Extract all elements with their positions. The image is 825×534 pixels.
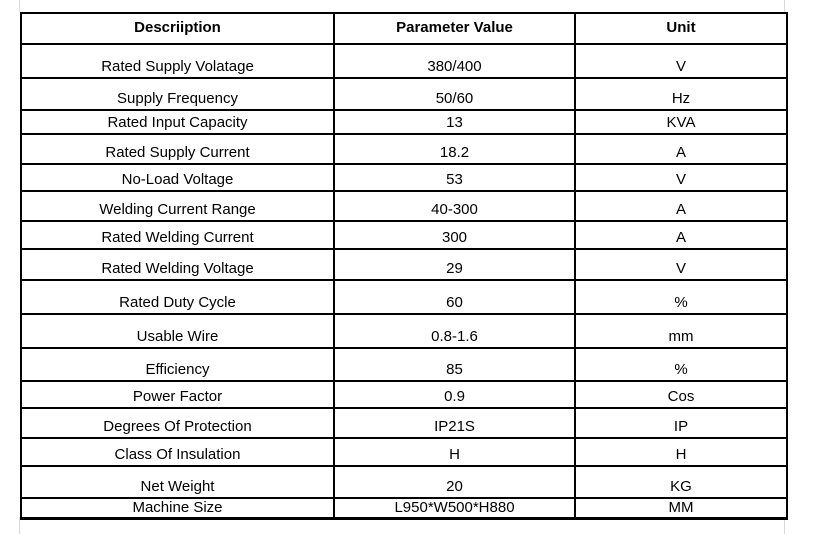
table-row: Degrees Of Protection IP21S IP <box>20 407 788 439</box>
parameter-value-cell: IP21S <box>333 407 576 439</box>
gridline-segment-top-left <box>19 0 20 12</box>
parameter-value-cell: 0.9 <box>333 380 576 409</box>
description-cell: Net Weight <box>20 465 335 499</box>
unit-cell: KG <box>574 465 788 499</box>
description-cell: Rated Input Capacity <box>20 109 335 135</box>
table-row: Efficiency 85% <box>20 347 788 382</box>
parameter-value-cell: 18.2 <box>333 133 576 165</box>
table-row: Welding Current Range 40-300 A <box>20 190 788 222</box>
description-cell: Efficiency <box>20 347 335 382</box>
unit-cell: % <box>574 279 788 315</box>
parameter-value-cell: 13 <box>333 109 576 135</box>
description-cell: Rated Welding Current <box>20 220 335 250</box>
table-row: Net Weight 20 KG <box>20 465 788 499</box>
unit-cell: IP <box>574 407 788 439</box>
table-row: Rated Duty Cycle 60% <box>20 279 788 315</box>
unit-cell: H <box>574 437 788 467</box>
parameter-value-cell: 20 <box>333 465 576 499</box>
parameter-value-cell: 85 <box>333 347 576 382</box>
table-row: Supply Frequency 50/60 Hz <box>20 77 788 111</box>
column-header-unit: Unit <box>574 12 788 45</box>
description-cell: Rated Supply Current <box>20 133 335 165</box>
table-row: Class Of Insulation H H <box>20 437 788 467</box>
header-row: Descriiption Parameter Value Unit <box>20 12 788 45</box>
table-row: Rated Welding Current 300 A <box>20 220 788 250</box>
table-row: Rated Supply Current 18.2 A <box>20 133 788 165</box>
description-cell: Usable Wire <box>20 313 335 349</box>
table-row: Rated Supply Volatage 380/400 V <box>20 43 788 79</box>
unit-cell: A <box>574 133 788 165</box>
parameter-value-cell: 0.8-1.6 <box>333 313 576 349</box>
column-header-parameter-value: Parameter Value <box>333 12 576 45</box>
unit-cell: A <box>574 190 788 222</box>
description-cell: Machine Size <box>20 497 335 520</box>
parameter-value-cell: H <box>333 437 576 467</box>
unit-cell: Cos <box>574 380 788 409</box>
description-cell: Degrees Of Protection <box>20 407 335 439</box>
table-row: Power Factor 0.9 Cos <box>20 380 788 409</box>
unit-cell: mm <box>574 313 788 349</box>
unit-cell: Hz <box>574 77 788 111</box>
description-cell: No-Load Voltage <box>20 163 335 192</box>
unit-cell: % <box>574 347 788 382</box>
unit-cell: V <box>574 163 788 192</box>
parameter-value-cell: 53 <box>333 163 576 192</box>
gridline-segment-bottom-left <box>19 517 20 534</box>
parameter-value-cell: 50/60 <box>333 77 576 111</box>
unit-cell: KVA <box>574 109 788 135</box>
column-header-description: Descriiption <box>20 12 335 45</box>
description-cell: Welding Current Range <box>20 190 335 222</box>
table-row: Rated Input Capacity 13 KVA <box>20 109 788 135</box>
specification-table: Descriiption Parameter Value Unit Rated … <box>20 12 788 520</box>
gridline-segment-bottom-right <box>784 517 785 534</box>
gridline-segment-top-right <box>784 0 785 12</box>
description-cell: Rated Welding Voltage <box>20 248 335 281</box>
unit-cell: V <box>574 248 788 281</box>
description-cell: Class Of Insulation <box>20 437 335 467</box>
description-cell: Supply Frequency <box>20 77 335 111</box>
unit-cell: MM <box>574 497 788 520</box>
table-row: Usable Wire 0.8-1.6 mm <box>20 313 788 349</box>
parameter-value-cell: 40-300 <box>333 190 576 222</box>
parameter-value-cell: 300 <box>333 220 576 250</box>
parameter-value-cell: L950*W500*H880 <box>333 497 576 520</box>
unit-cell: V <box>574 43 788 79</box>
unit-cell: A <box>574 220 788 250</box>
parameter-value-cell: 60 <box>333 279 576 315</box>
table-row: Rated Welding Voltage 29 V <box>20 248 788 281</box>
parameter-value-cell: 29 <box>333 248 576 281</box>
description-cell: Rated Duty Cycle <box>20 279 335 315</box>
table-row: No-Load Voltage 53 V <box>20 163 788 192</box>
table-row: Machine Size L950*W500*H880 MM <box>20 497 788 520</box>
parameter-value-cell: 380/400 <box>333 43 576 79</box>
description-cell: Power Factor <box>20 380 335 409</box>
description-cell: Rated Supply Volatage <box>20 43 335 79</box>
